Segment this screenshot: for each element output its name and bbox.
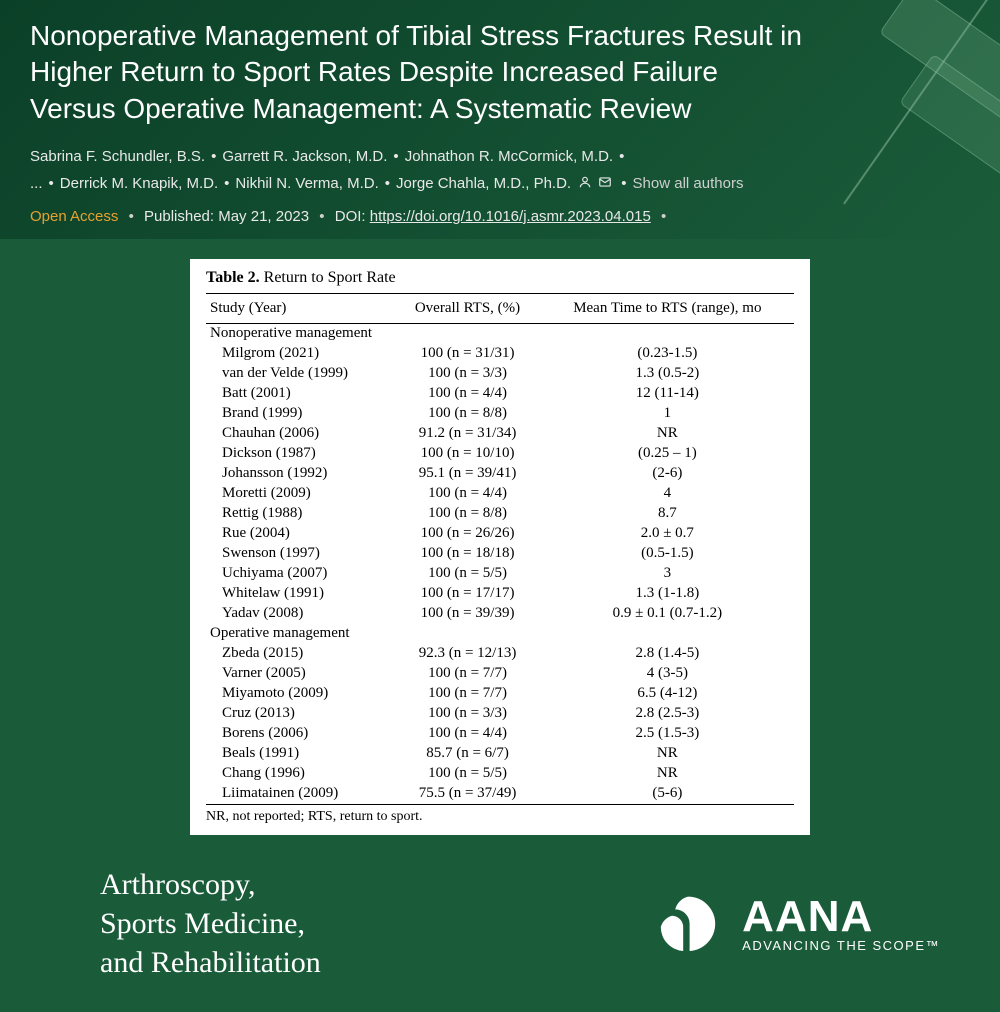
table-row: Yadav (2008)100 (n = 39/39)0.9 ± 0.1 (0.… xyxy=(206,604,794,624)
table-row: Rue (2004)100 (n = 26/26)2.0 ± 0.7 xyxy=(206,524,794,544)
table-row: van der Velde (1999)100 (n = 3/3)1.3 (0.… xyxy=(206,364,794,384)
table-row: Zbeda (2015)92.3 (n = 12/13)2.8 (1.4-5) xyxy=(206,644,794,664)
col-study: Study (Year) xyxy=(206,294,394,324)
table-row: Chang (1996)100 (n = 5/5)NR xyxy=(206,764,794,784)
table-row: Uchiyama (2007)100 (n = 5/5)3 xyxy=(206,564,794,584)
mail-icon[interactable] xyxy=(598,171,612,198)
open-access-badge: Open Access xyxy=(30,208,118,225)
article-header: Nonoperative Management of Tibial Stress… xyxy=(0,0,1000,239)
article-meta: Open Access • Published: May 21, 2023 • … xyxy=(30,208,970,225)
table-footnote: NR, not reported; RTS, return to sport. xyxy=(206,804,794,825)
table-number: Table 2. xyxy=(206,269,260,286)
show-all-authors[interactable]: Show all authors xyxy=(633,175,744,192)
table-body: Nonoperative managementMilgrom (2021)100… xyxy=(206,323,794,804)
aana-text: AANA ADVANCING THE SCOPE™ xyxy=(742,895,940,952)
table-header-row: Study (Year) Overall RTS, (%) Mean Time … xyxy=(206,294,794,324)
footer: Arthroscopy,Sports Medicine,and Rehabili… xyxy=(0,835,1000,1012)
table-row: Cruz (2013)100 (n = 3/3)2.8 (2.5-3) xyxy=(206,704,794,724)
table-row: Swenson (1997)100 (n = 18/18)(0.5-1.5) xyxy=(206,544,794,564)
table-section-row: Nonoperative management xyxy=(206,323,794,344)
table-row: Batt (2001)100 (n = 4/4)12 (11-14) xyxy=(206,384,794,404)
author-separator: • xyxy=(224,175,229,192)
table-row: Beals (1991)85.7 (n = 6/7)NR xyxy=(206,744,794,764)
table-row: Moretti (2009)100 (n = 4/4)4 xyxy=(206,484,794,504)
table-row: Johansson (1992)95.1 (n = 39/41)(2-6) xyxy=(206,464,794,484)
author[interactable]: Jorge Chahla, M.D., Ph.D. xyxy=(396,175,571,192)
author-separator: • xyxy=(619,148,624,165)
table-row: Miyamoto (2009)100 (n = 7/7)6.5 (4-12) xyxy=(206,684,794,704)
rts-table: Study (Year) Overall RTS, (%) Mean Time … xyxy=(206,294,794,804)
author[interactable]: Nikhil N. Verma, M.D. xyxy=(235,175,378,192)
author[interactable]: Garrett R. Jackson, M.D. xyxy=(222,148,387,165)
author[interactable]: Derrick M. Knapik, M.D. xyxy=(60,175,218,192)
doi-link[interactable]: https://doi.org/10.1016/j.asmr.2023.04.0… xyxy=(370,208,651,225)
person-icon[interactable] xyxy=(578,171,592,198)
aana-tagline: ADVANCING THE SCOPE™ xyxy=(742,939,940,952)
table-row: Chauhan (2006)91.2 (n = 31/34)NR xyxy=(206,424,794,444)
journal-name: Arthroscopy,Sports Medicine,and Rehabili… xyxy=(100,865,321,982)
author-separator: • xyxy=(211,148,216,165)
table-2: Table 2. Return to Sport Rate Study (Yea… xyxy=(190,259,810,835)
article-title: Nonoperative Management of Tibial Stress… xyxy=(30,18,810,127)
table-row: Rettig (1988)100 (n = 8/8)8.7 xyxy=(206,504,794,524)
table-row: Dickson (1987)100 (n = 10/10)(0.25 – 1) xyxy=(206,444,794,464)
table-row: Varner (2005)100 (n = 7/7)4 (3-5) xyxy=(206,664,794,684)
table-row: Liimatainen (2009)75.5 (n = 37/49)(5-6) xyxy=(206,784,794,804)
table-caption-text: Return to Sport Rate xyxy=(260,269,396,286)
col-rts: Overall RTS, (%) xyxy=(394,294,540,324)
table-row: Borens (2006)100 (n = 4/4)2.5 (1.5-3) xyxy=(206,724,794,744)
author-separator: • xyxy=(393,148,398,165)
table-section-row: Operative management xyxy=(206,624,794,644)
table-row: Milgrom (2021)100 (n = 31/31)(0.23-1.5) xyxy=(206,344,794,364)
table-caption: Table 2. Return to Sport Rate xyxy=(206,269,794,294)
aana-logo-icon xyxy=(648,887,728,959)
author-separator: • xyxy=(49,175,54,192)
table-row: Whitelaw (1991)100 (n = 17/17)1.3 (1-1.8… xyxy=(206,584,794,604)
author[interactable]: ... xyxy=(30,175,43,192)
col-time: Mean Time to RTS (range), mo xyxy=(541,294,794,324)
author[interactable]: Johnathon R. McCormick, M.D. xyxy=(405,148,613,165)
author-list: Sabrina F. Schundler, B.S. • Garrett R. Ja… xyxy=(30,143,970,198)
doi-label: DOI: xyxy=(335,208,366,225)
aana-name: AANA xyxy=(742,895,940,939)
published-date: Published: May 21, 2023 xyxy=(144,208,309,225)
author-separator: • xyxy=(385,175,390,192)
author[interactable]: Sabrina F. Schundler, B.S. xyxy=(30,148,205,165)
aana-logo-block: AANA ADVANCING THE SCOPE™ xyxy=(648,887,940,959)
table-row: Brand (1999)100 (n = 8/8)1 xyxy=(206,404,794,424)
